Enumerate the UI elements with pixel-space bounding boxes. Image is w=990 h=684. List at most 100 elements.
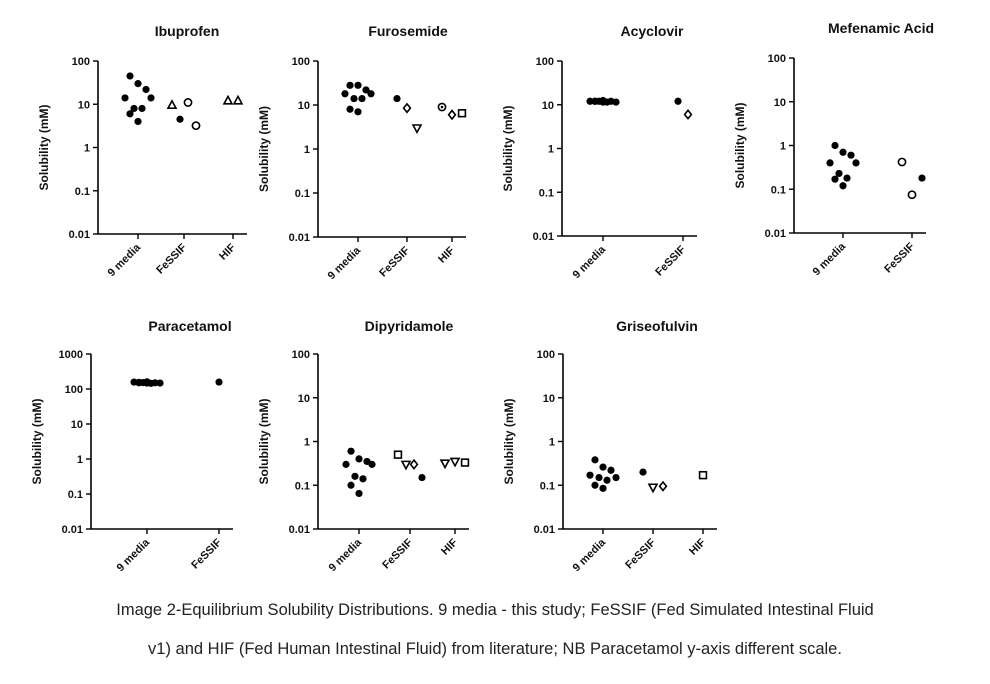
- y-tick-label: 10: [774, 97, 786, 109]
- y-tick-label: 1: [549, 437, 555, 449]
- chart-title: Acyclovir: [620, 23, 684, 39]
- data-point: [135, 379, 143, 387]
- data-point: [603, 476, 611, 484]
- data-point: [367, 90, 375, 98]
- y-axis-label: Solubility (mM): [733, 103, 747, 189]
- y-tick-label: 0.01: [534, 524, 555, 536]
- y-tick-label: 1: [77, 454, 83, 466]
- y-tick-label: 1: [304, 437, 310, 449]
- data-point: [347, 447, 355, 455]
- data-point: [350, 94, 358, 103]
- data-point: [359, 475, 367, 483]
- y-tick-label: 10: [71, 419, 83, 431]
- chart-panel-dipyridamole: Dipyridamole Solubility (mM) 0.01 0.1 1 10 100…: [257, 318, 470, 574]
- y-tick-label: 0.1: [540, 480, 555, 492]
- x-tick-label: 9 media: [327, 536, 365, 574]
- x-tick-label: FeSSIF: [154, 241, 189, 276]
- chart-panel-paracetamol: Paracetamol Solubility (mM) 0.01 0.1 1 10 100 1…: [30, 318, 233, 574]
- data-point: [612, 473, 620, 482]
- y-tick-label: 100: [292, 56, 310, 68]
- y-tick-label: 0.1: [75, 186, 90, 198]
- data-point: [835, 169, 843, 178]
- chart-panel-acyclovir: Acyclovir Solubility (mM) 0.01 0.1 1 10 100 9 m…: [501, 23, 697, 281]
- data-point: [683, 108, 693, 120]
- data-point: [918, 174, 926, 182]
- y-tick-label: 0.1: [771, 184, 786, 196]
- data-point: [839, 148, 847, 156]
- data-point: [599, 98, 607, 106]
- data-point: [447, 109, 457, 121]
- y-tick-label: 0.01: [62, 524, 83, 536]
- data-point: [907, 190, 917, 200]
- x-tick-label: FeSSIF: [380, 536, 415, 571]
- y-tick-label: 1: [548, 144, 554, 156]
- chart-panel-ibuprofen: Ibuprofen Solubility (mM) 0.01 0.1 1 10 100 9 m…: [37, 23, 247, 279]
- x-tick-label: 9 media: [571, 243, 609, 281]
- y-tick-label: 10: [542, 100, 554, 112]
- y-tick-label: 100: [292, 349, 310, 361]
- data-point: [134, 80, 142, 88]
- data-point: [591, 97, 599, 105]
- chart-title: Griseofulvin: [616, 318, 698, 334]
- y-tick-label: 1: [780, 141, 786, 153]
- y-axis-label: Solubility (mM): [257, 106, 271, 192]
- data-point: [121, 94, 129, 102]
- x-tick-label: FeSSIF: [653, 243, 688, 278]
- data-point: [126, 110, 134, 118]
- data-point: [183, 98, 193, 107]
- data-point: [166, 99, 178, 110]
- data-point: [346, 81, 354, 89]
- data-point: [674, 97, 682, 105]
- data-point: [591, 456, 599, 464]
- x-tick-label: FeSSIF: [882, 240, 917, 275]
- data-point: [347, 481, 355, 489]
- data-point: [612, 98, 620, 106]
- x-tick-label: HIF: [436, 244, 457, 265]
- data-point: [698, 470, 708, 480]
- chart-panel-furosemide: Furosemide Solubility (mM) 0.01 0.1 1 10 100 9 …: [257, 23, 467, 282]
- data-point: [460, 458, 470, 467]
- x-tick-label: HIF: [439, 536, 460, 557]
- chart-title: Paracetamol: [148, 318, 231, 334]
- data-point: [586, 97, 594, 105]
- data-point: [355, 489, 363, 498]
- y-axis-label: Solubility (mM): [502, 399, 516, 485]
- x-tick-label: FeSSIF: [377, 244, 412, 279]
- x-tick-label: FeSSIF: [189, 536, 224, 571]
- y-tick-label: 100: [536, 56, 554, 68]
- data-point: [130, 104, 138, 113]
- x-tick-label: 9 media: [811, 240, 849, 278]
- data-point: [393, 450, 403, 459]
- data-point: [599, 463, 607, 471]
- y-tick-label: 0.1: [68, 489, 83, 501]
- data-point: [449, 457, 461, 468]
- chart-title: Ibuprofen: [155, 23, 220, 39]
- x-tick-label: HIF: [217, 241, 238, 262]
- data-point: [831, 175, 839, 183]
- chart-title: Dipyridamole: [365, 318, 454, 334]
- y-tick-label: 10: [298, 393, 310, 405]
- y-tick-label: 100: [65, 384, 83, 396]
- x-tick-label: 9 media: [571, 536, 609, 574]
- data-point: [147, 94, 155, 102]
- y-tick-label: 0.1: [295, 188, 310, 200]
- y-axis-label: Solubility (mM): [501, 106, 515, 192]
- y-axis-label: Solubility (mM): [30, 399, 44, 485]
- y-tick-label: 0.01: [69, 229, 90, 241]
- data-point: [402, 102, 412, 114]
- data-point: [358, 94, 366, 103]
- y-tick-label: 0.01: [289, 232, 310, 244]
- figure-caption-line-2: v1) and HIF (Fed Human Intestinal Fluid)…: [148, 640, 842, 658]
- y-axis-label: Solubility (mM): [37, 105, 51, 191]
- data-point: [831, 141, 839, 150]
- data-point: [647, 483, 659, 494]
- data-point: [362, 86, 370, 94]
- y-tick-label: 1: [84, 143, 90, 155]
- data-point-center: [440, 105, 444, 109]
- data-point: [232, 94, 244, 105]
- data-point: [839, 182, 847, 190]
- data-point: [142, 85, 150, 94]
- data-point: [355, 455, 363, 463]
- data-point: [457, 109, 467, 118]
- y-tick-label: 10: [298, 100, 310, 112]
